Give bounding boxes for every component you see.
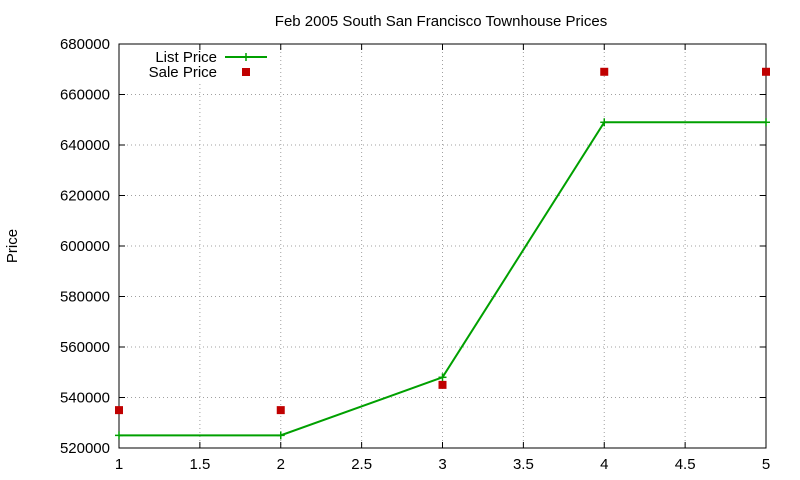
legend-entry: Sale Price	[149, 64, 250, 81]
data-point	[600, 118, 609, 127]
y-tick-label: 520000	[60, 440, 110, 457]
y-tick-label: 580000	[60, 289, 110, 306]
plot-frame	[118, 43, 767, 449]
legend-entry: List Price	[155, 49, 267, 66]
legend-label: List Price	[155, 49, 217, 66]
x-tick-label: 1	[115, 456, 123, 473]
x-tick-label: 2.5	[351, 456, 372, 473]
series-sale-price	[115, 67, 770, 415]
y-tick-label: 600000	[60, 238, 110, 255]
x-tick-label: 5	[762, 456, 770, 473]
series-layer	[115, 67, 770, 440]
y-tick-label: 560000	[60, 339, 110, 356]
data-point	[600, 67, 609, 76]
series-list-price	[115, 118, 770, 440]
x-tick-label: 1.5	[189, 456, 210, 473]
y-tick-label: 640000	[60, 137, 110, 154]
legend-marker	[242, 53, 250, 61]
data-point	[115, 406, 123, 415]
tick-layer: 1 1.5 2 2.5 3 3.5 4 4.5 5 520000 540000 560000 58000…	[60, 36, 770, 473]
chart-title: Feb 2005 South San Francisco Townhouse P…	[275, 13, 607, 30]
data-point	[276, 431, 285, 440]
legend-marker	[242, 68, 250, 76]
legend-label: Sale Price	[149, 64, 217, 81]
y-tick-label: 660000	[60, 87, 110, 104]
x-tick-label: 3	[438, 456, 446, 473]
data-point	[762, 67, 770, 76]
data-point	[276, 406, 285, 415]
y-tick-label: 540000	[60, 390, 110, 407]
x-tick-label: 4	[600, 456, 608, 473]
x-tick-label: 2	[277, 456, 285, 473]
data-point	[438, 380, 447, 389]
y-tick-label: 620000	[60, 188, 110, 205]
x-tick-label: 4.5	[675, 456, 696, 473]
data-point	[115, 431, 123, 440]
y-axis-label: Price	[4, 229, 21, 263]
y-tick-label: 680000	[60, 36, 110, 53]
data-point	[438, 373, 447, 382]
data-point	[762, 118, 770, 127]
x-tick-label: 3.5	[513, 456, 534, 473]
